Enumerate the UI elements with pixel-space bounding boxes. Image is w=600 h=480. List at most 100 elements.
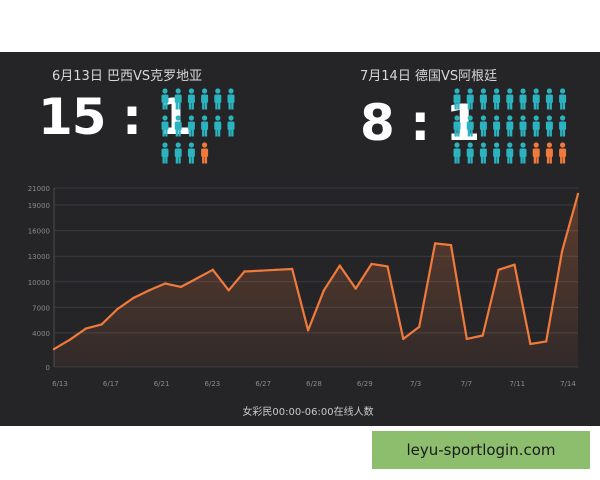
person-icon — [493, 115, 501, 137]
person-icon — [493, 88, 501, 110]
y-tick-label: 4000 — [32, 330, 50, 338]
data-point — [227, 289, 230, 292]
data-point — [116, 307, 119, 311]
data-points — [52, 192, 580, 351]
x-tick-label: 6/17 — [103, 380, 119, 388]
data-point — [306, 329, 310, 332]
person-icon — [519, 142, 527, 164]
person-icon — [214, 88, 222, 110]
person-icon — [466, 142, 474, 164]
person-icon — [214, 115, 222, 137]
x-axis-label: 女彩民00:00-06:00在线人数 — [242, 405, 373, 418]
x-tick-label: 7/11 — [509, 380, 525, 388]
person-icon — [479, 115, 487, 137]
y-tick-label: 19000 — [28, 202, 50, 210]
data-point — [179, 285, 183, 289]
data-point — [275, 268, 278, 271]
person-icon — [493, 142, 501, 164]
person-icon — [519, 88, 527, 110]
person-icon — [559, 115, 567, 137]
y-tick-label: 7000 — [32, 304, 50, 312]
x-axis: 6/13 6/17 6/21 6/23 6/27 6/28 6/29 7/3 7/7 7/11 7/… — [52, 380, 576, 388]
x-tick-label: 6/28 — [306, 380, 322, 388]
data-point — [291, 267, 294, 271]
x-tick-label: 6/21 — [154, 380, 170, 388]
person-icon — [453, 115, 461, 137]
x-tick-label: 7/7 — [461, 380, 472, 388]
person-icon — [545, 115, 553, 137]
y-axis: 0 4000 7000 10000 13000 16000 19000 21000 — [28, 185, 55, 372]
person-icon — [479, 88, 487, 110]
person-icon — [532, 88, 540, 110]
y-tick-label: 10000 — [28, 279, 50, 287]
x-tick-label: 6/13 — [52, 380, 68, 388]
data-point — [164, 282, 167, 285]
data-point — [386, 265, 389, 268]
person-icon — [506, 115, 514, 137]
person-icon — [532, 115, 540, 137]
data-point — [243, 270, 246, 273]
x-tick-label: 6/27 — [255, 380, 271, 388]
y-tick-label: 0 — [46, 364, 50, 372]
person-icon — [506, 142, 514, 164]
data-point — [68, 338, 72, 341]
y-tick-label: 21000 — [28, 185, 50, 193]
person-icon — [545, 142, 553, 164]
person-icon — [453, 88, 461, 110]
data-point — [211, 268, 214, 271]
series-line — [53, 193, 580, 351]
y-tick-label: 16000 — [28, 228, 50, 236]
match-title-left: 6月13日 巴西VS克罗地亚 — [52, 69, 203, 84]
x-tick-label: 7/14 — [560, 380, 576, 388]
person-icon — [545, 88, 553, 110]
data-point — [259, 269, 262, 272]
data-point — [195, 277, 199, 280]
person-icon — [174, 115, 182, 137]
people-icons-left — [161, 88, 235, 164]
person-icon — [161, 115, 169, 137]
data-point — [100, 323, 103, 326]
data-point — [545, 340, 548, 343]
data-point — [481, 334, 484, 337]
watermark: leyu-sportlogin.com — [372, 431, 590, 469]
data-point — [529, 342, 532, 346]
person-icon — [187, 115, 195, 137]
data-point — [465, 337, 468, 341]
data-point — [370, 262, 373, 266]
person-icon — [201, 115, 209, 137]
person-icon — [227, 115, 235, 137]
data-point — [513, 263, 516, 266]
person-icon — [201, 142, 209, 164]
person-icon — [532, 142, 540, 164]
data-point — [449, 243, 453, 247]
person-icon — [453, 142, 461, 164]
data-point — [84, 327, 88, 330]
data-point — [132, 296, 135, 300]
data-point — [148, 289, 151, 292]
person-icon — [187, 142, 195, 164]
person-icon — [161, 88, 169, 110]
data-point — [576, 192, 580, 196]
person-icon — [174, 142, 182, 164]
person-icon — [479, 142, 487, 164]
people-icons-right — [453, 88, 567, 164]
data-point — [338, 264, 341, 267]
x-tick-label: 7/3 — [410, 380, 421, 388]
person-icon — [466, 88, 474, 110]
person-icon — [161, 142, 169, 164]
person-icon — [466, 115, 474, 137]
data-point — [354, 287, 357, 290]
x-tick-label: 6/29 — [357, 380, 373, 388]
data-point — [402, 337, 405, 341]
data-point — [52, 347, 56, 351]
data-point — [497, 268, 500, 271]
series-area — [54, 194, 578, 367]
person-icon — [559, 88, 567, 110]
person-icon — [174, 88, 182, 110]
data-point — [433, 242, 437, 245]
person-icon — [201, 88, 209, 110]
data-point — [560, 249, 564, 253]
person-icon — [227, 88, 235, 110]
person-icon — [187, 88, 195, 110]
